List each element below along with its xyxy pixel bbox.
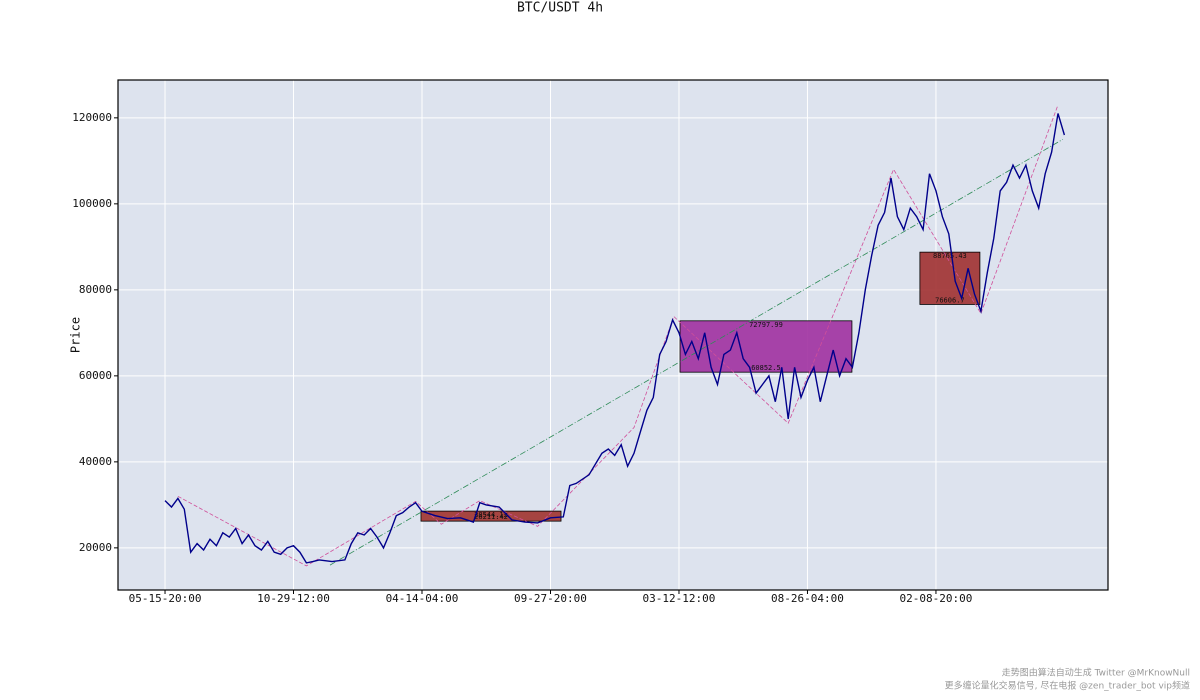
x-tick-label: 10-29-12:00 <box>257 592 330 605</box>
y-tick-label: 120000 <box>72 111 112 124</box>
y-tick-label: 20000 <box>79 541 112 554</box>
y-tick-label: 80000 <box>79 283 112 296</box>
x-tick-label: 05-15-20:00 <box>129 592 202 605</box>
x-tick-label: 08-26-04:00 <box>771 592 844 605</box>
y-tick-label: 100000 <box>72 197 112 210</box>
x-tick-label: 04-14-04:00 <box>386 592 459 605</box>
box-low-label: 26211.42 <box>474 513 508 521</box>
price-line <box>164 113 1066 564</box>
box-high-label: 72797.99 <box>749 321 783 329</box>
box-high-label: 88765.43 <box>933 252 967 260</box>
y-axis-label: Price <box>69 317 83 353</box>
footer-line: 走势图由算法自动生成 Twitter @MrKnowNull <box>1002 667 1190 679</box>
x-tick-label: 02-08-20:00 <box>900 592 973 605</box>
box-high-label: 28544.12 <box>474 511 508 519</box>
pivot-box <box>679 320 853 373</box>
box-low-label: 76606.7 <box>935 296 965 304</box>
stroke-line <box>177 104 1059 567</box>
pivot-box <box>420 510 562 522</box>
y-tick-label: 40000 <box>79 455 112 468</box>
y-tick-label: 60000 <box>79 369 112 382</box>
plot-area <box>118 80 1108 590</box>
footer-line: 更多缠论量化交易信号, 尽在电报 @zen_trader_bot vip频道 <box>945 680 1190 692</box>
x-tick-label: 03-12-12:00 <box>643 592 716 605</box>
plot-frame <box>117 79 1109 591</box>
x-tick-label: 09-27-20:00 <box>514 592 587 605</box>
chart-title: BTC/USDT 4h <box>517 1 603 16</box>
box-low-label: 60852.5 <box>751 364 781 372</box>
